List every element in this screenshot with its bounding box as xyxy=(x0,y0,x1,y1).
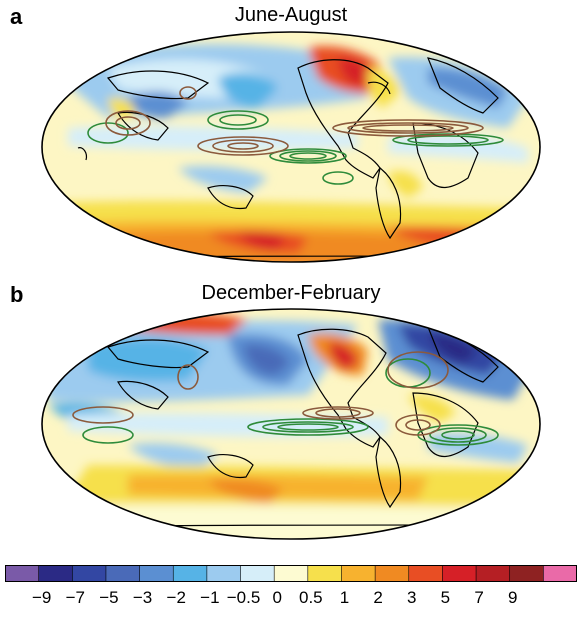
colorbar-swatch xyxy=(475,565,511,582)
colorbar-tick-label: 5 xyxy=(440,588,451,607)
panel-title-a: June-August xyxy=(234,4,348,26)
map-djf xyxy=(41,308,541,540)
panel-title-b: December-February xyxy=(201,282,381,304)
colorbar-swatch xyxy=(206,565,242,582)
panel-letter-b: b xyxy=(10,282,24,307)
colorbar-swatch xyxy=(139,565,175,582)
panel-letter-a: a xyxy=(10,4,23,29)
colorbar-swatch xyxy=(509,565,545,582)
jja-contours xyxy=(87,86,504,185)
colorbar-swatch xyxy=(105,565,141,582)
colorbar-swatch xyxy=(240,565,275,582)
colorbar-tick-label: −0.5 xyxy=(226,588,261,607)
colorbar-tick-label: −9 xyxy=(31,588,52,607)
djf-map-border xyxy=(41,308,541,540)
colorbar-tick-label: −3 xyxy=(132,588,153,607)
djf-contours xyxy=(72,351,499,446)
colorbar-tick-label: 0.5 xyxy=(298,588,323,607)
colorbar-tick-label: 0 xyxy=(272,588,282,607)
colorbar-swatch xyxy=(307,565,343,582)
colorbar-swatch xyxy=(5,565,40,582)
colorbar-swatch xyxy=(71,565,107,582)
colorbar-tick-label: −2 xyxy=(166,588,186,607)
colorbar-swatch xyxy=(273,565,309,582)
colorbar-tick-label: 1 xyxy=(339,588,350,607)
colorbar-tick-label: −5 xyxy=(99,588,119,607)
colorbar-tick-label: −1 xyxy=(200,588,220,607)
jja-map-border xyxy=(41,31,541,263)
map-jja xyxy=(41,31,541,263)
colorbar-tick-label: −7 xyxy=(65,588,85,607)
colorbar-tick-label: 7 xyxy=(474,588,484,607)
colorbar-swatch xyxy=(172,565,208,582)
colorbar-swatch xyxy=(442,565,477,582)
colorbar-tick-label: 3 xyxy=(407,588,417,607)
colorbar-swatch xyxy=(408,565,444,582)
colorbar xyxy=(5,565,577,582)
colorbar-swatch xyxy=(543,565,577,582)
colorbar-swatch xyxy=(38,565,74,582)
colorbar-tick-label: 2 xyxy=(373,588,383,607)
colorbar-swatch xyxy=(341,565,376,582)
colorbar-tick-label: 9 xyxy=(507,588,518,607)
colorbar-swatch xyxy=(374,565,410,582)
colorbar-ticks: −9 −7 −5 −3 −2 −1 −0.5 0 0.5 1 2 3 5 7 9 xyxy=(0,588,582,612)
